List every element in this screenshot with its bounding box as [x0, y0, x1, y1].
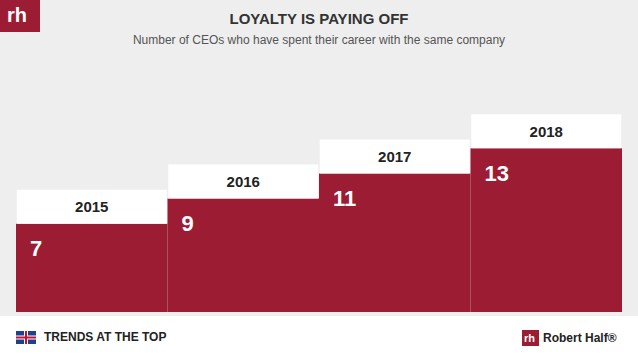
svg-text:2015: 2015	[75, 198, 108, 215]
svg-text:TRENDS AT THE TOP: TRENDS AT THE TOP	[44, 330, 166, 344]
svg-text:rh: rh	[524, 332, 535, 344]
svg-text:Robert Half®: Robert Half®	[543, 331, 617, 345]
svg-text:2017: 2017	[378, 148, 411, 165]
svg-text:2016: 2016	[227, 173, 260, 190]
svg-text:2018: 2018	[530, 123, 563, 140]
svg-text:LOYALTY IS PAYING OFF: LOYALTY IS PAYING OFF	[230, 10, 409, 27]
svg-text:rh: rh	[7, 4, 27, 26]
svg-text:Number of CEOs who have spent: Number of CEOs who have spent their care…	[133, 33, 505, 47]
svg-text:7: 7	[30, 236, 42, 261]
svg-text:13: 13	[485, 161, 509, 186]
svg-text:9: 9	[182, 211, 194, 236]
svg-text:11: 11	[333, 186, 356, 211]
